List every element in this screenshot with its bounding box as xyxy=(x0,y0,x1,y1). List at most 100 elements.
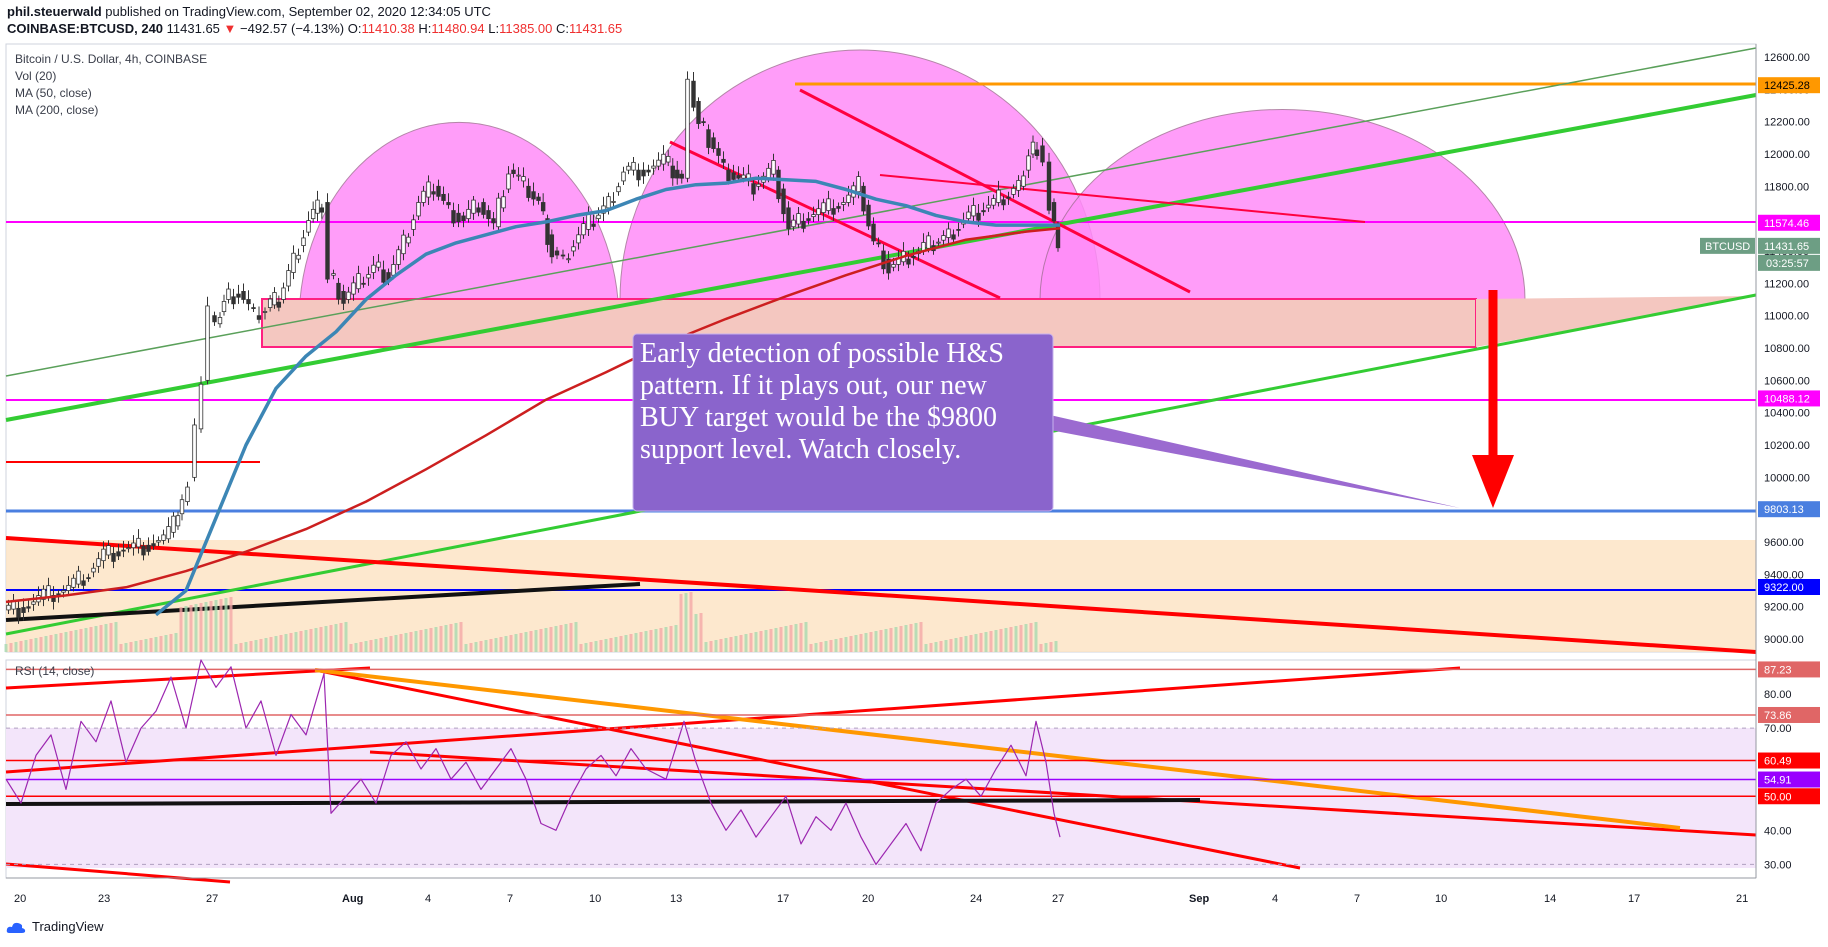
candle-body xyxy=(185,486,190,503)
price-badge-label: 11574.46 xyxy=(1764,218,1809,230)
volume-bar xyxy=(514,634,518,652)
candle-body xyxy=(256,315,262,320)
candle-body xyxy=(315,199,320,214)
candle-body xyxy=(1034,149,1040,156)
price-tick-label: 10400.00 xyxy=(1764,408,1810,420)
volume-bar xyxy=(754,632,758,652)
candle-body xyxy=(1055,226,1061,249)
candle-body xyxy=(576,234,581,244)
annotation-callout[interactable]: Early detection of possible H&S pattern.… xyxy=(632,333,1054,512)
candle-body xyxy=(396,249,401,265)
legend-title: Bitcoin / U.S. Dollar, 4h, COINBASE xyxy=(15,52,208,66)
volume-bar xyxy=(864,633,868,652)
candle-body xyxy=(540,202,546,212)
volume-bar xyxy=(94,626,98,652)
candle-body xyxy=(816,208,821,215)
candle-body xyxy=(361,282,366,285)
candle-body xyxy=(781,188,786,215)
candle-body xyxy=(691,80,696,108)
volume-bar xyxy=(594,641,598,652)
volume-bar xyxy=(49,635,53,652)
volume-bar xyxy=(784,626,788,652)
price-tick-label: 12000.00 xyxy=(1764,149,1810,161)
candle-body xyxy=(571,246,576,252)
candle-body xyxy=(331,273,336,276)
candle-body xyxy=(476,207,481,213)
volume-bar xyxy=(874,631,878,652)
volume-bar xyxy=(414,631,418,652)
right-shoulder-arc xyxy=(1039,109,1526,301)
volume-bar xyxy=(184,606,188,652)
publish-info: phil.steuerwald published on TradingView… xyxy=(7,4,491,19)
volume-bar xyxy=(244,642,248,652)
volume-bar xyxy=(654,629,658,652)
volume-bar xyxy=(1004,628,1008,652)
volume-bar xyxy=(339,623,343,652)
volume-bar xyxy=(814,643,818,652)
volume-bar xyxy=(444,625,448,652)
volume-bar xyxy=(189,605,193,652)
volume-bar xyxy=(939,641,943,652)
rsi-band xyxy=(6,728,1756,868)
candle-body xyxy=(21,607,26,613)
annotation-box[interactable] xyxy=(632,333,1054,512)
volume-bar xyxy=(214,600,218,652)
author-name[interactable]: phil.steuerwald xyxy=(7,4,102,19)
volume-bar xyxy=(334,624,338,652)
volume-bar xyxy=(249,641,253,652)
price-badge xyxy=(1758,237,1820,254)
volume-bar xyxy=(844,637,848,652)
volume-bar xyxy=(774,628,778,652)
candle-body xyxy=(621,171,626,182)
price-badge xyxy=(1758,501,1820,518)
ma50-line xyxy=(154,176,1060,617)
candle-body xyxy=(656,159,661,167)
published-text: published on TradingView.com, September … xyxy=(105,4,491,19)
volume-bar xyxy=(929,643,933,652)
candle-body xyxy=(666,155,671,163)
volume-bar xyxy=(674,625,678,652)
candle-body xyxy=(121,549,126,552)
volume-bar xyxy=(99,625,103,652)
volume-bar xyxy=(714,640,718,652)
candle-body xyxy=(651,165,656,169)
candle-body xyxy=(731,172,736,180)
volume-bar xyxy=(274,636,278,652)
candle-body xyxy=(371,264,376,273)
candle-body xyxy=(771,160,776,175)
close-value: 11431.65 xyxy=(569,21,623,36)
candle-body xyxy=(6,604,11,611)
candle-body xyxy=(471,199,476,214)
x-tick-label: 7 xyxy=(1354,893,1360,905)
volume-bar xyxy=(599,640,603,652)
candle-body xyxy=(466,208,471,220)
volume-bar xyxy=(964,636,968,652)
candle-body xyxy=(101,548,106,562)
footer-brand[interactable]: TradingView xyxy=(6,919,104,934)
volume-bar xyxy=(489,639,493,652)
candle-body xyxy=(886,258,891,274)
price-badge-label: 10488.12 xyxy=(1764,393,1810,405)
volume-bar xyxy=(394,635,398,652)
x-tick-label: Sep xyxy=(1189,893,1209,905)
candle-body xyxy=(511,169,516,174)
annotation-text: Early detection of possible H&S pattern.… xyxy=(640,338,1004,465)
candle-body xyxy=(636,169,641,181)
volume-bar xyxy=(879,630,883,652)
upper-channel-line xyxy=(5,47,1757,377)
volume-bar xyxy=(609,638,613,652)
volume-bar xyxy=(959,637,963,652)
candle-body xyxy=(391,264,396,276)
legend-vol: Vol (20) xyxy=(15,69,57,83)
volume-bar xyxy=(164,635,168,652)
volume-bar xyxy=(209,601,213,652)
volume-bar xyxy=(729,637,733,652)
rsi-black-line xyxy=(5,798,1201,806)
candle-body xyxy=(549,234,555,258)
volume-bar xyxy=(604,639,608,652)
x-tick-label: 17 xyxy=(777,893,789,905)
volume-bar xyxy=(224,598,228,652)
x-tick-label: 27 xyxy=(206,893,218,905)
candle-body xyxy=(381,269,386,283)
